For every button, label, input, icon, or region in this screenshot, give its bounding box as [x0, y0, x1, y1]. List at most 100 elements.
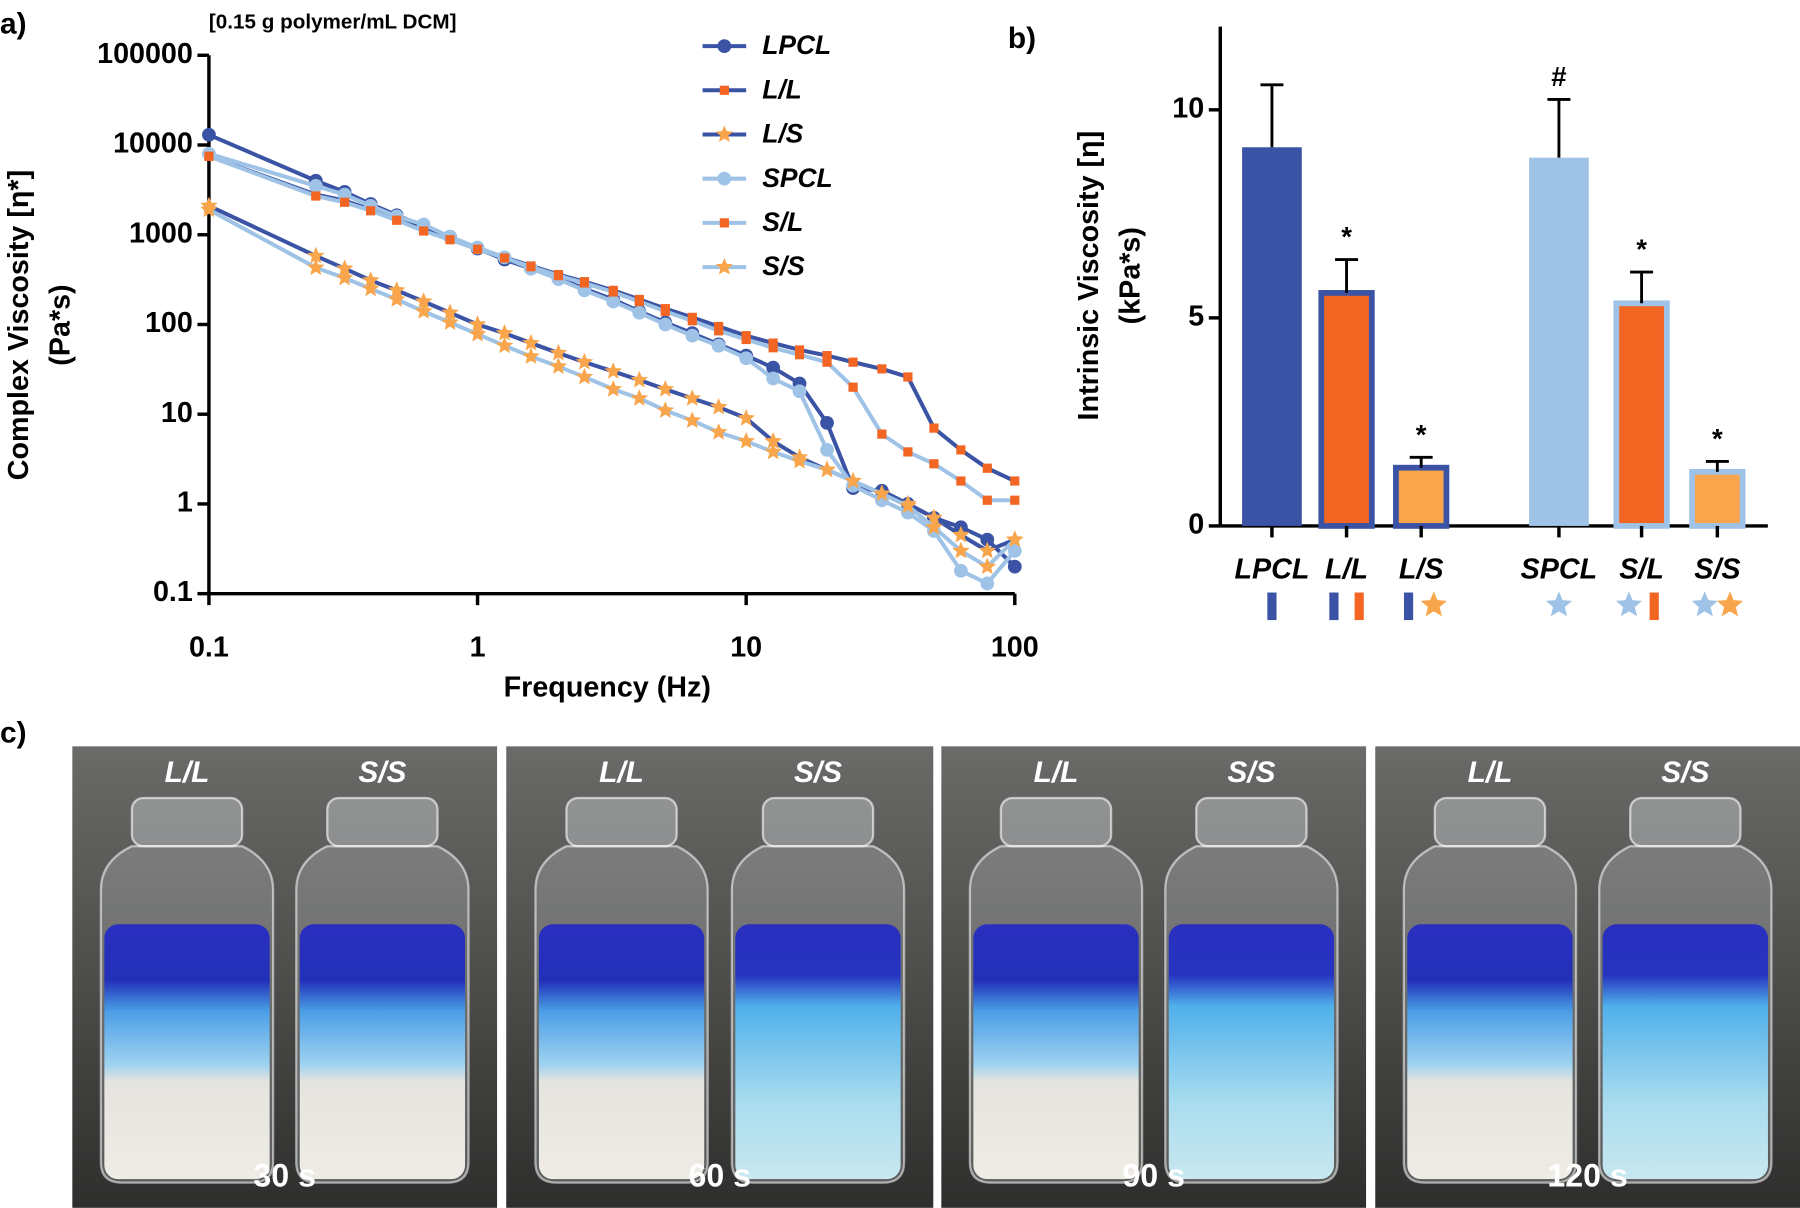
marker — [956, 445, 966, 455]
bar — [1689, 468, 1746, 529]
marker — [388, 281, 406, 298]
marker — [604, 362, 622, 379]
marker — [982, 495, 992, 505]
series-line — [207, 207, 1017, 570]
category-icon — [1420, 591, 1447, 617]
marker — [792, 384, 807, 399]
marker — [873, 484, 891, 502]
panel-label: a) — [0, 7, 27, 40]
marker — [1006, 530, 1024, 548]
legend-label: LPCL — [762, 30, 831, 60]
marker — [1010, 495, 1020, 505]
y-tick-label: 10 — [1172, 92, 1204, 124]
marker — [844, 471, 862, 489]
series-line — [208, 151, 1017, 586]
marker — [899, 496, 917, 514]
photo-time: 120 s — [1547, 1157, 1627, 1193]
marker — [766, 360, 781, 375]
vial-contents — [735, 924, 901, 1180]
vial-contents — [1168, 924, 1335, 1180]
y-tick-label: 10000 — [113, 128, 193, 160]
marker — [604, 380, 622, 397]
marker — [200, 200, 218, 218]
marker — [978, 541, 997, 559]
marker — [709, 397, 728, 415]
marker — [820, 416, 834, 430]
bar — [1529, 157, 1589, 526]
y-tick-label: 0 — [1188, 509, 1204, 541]
category-icon — [1403, 592, 1414, 621]
x-tick-label: L/S — [1399, 553, 1444, 585]
marker — [978, 557, 997, 575]
category-icon — [1545, 591, 1573, 617]
marker — [549, 343, 568, 361]
significance: * — [1341, 221, 1352, 252]
marker — [1007, 543, 1022, 558]
marker — [335, 268, 354, 286]
photo-time: 60 s — [689, 1157, 752, 1193]
vial-contents — [538, 924, 705, 1180]
marker — [768, 343, 778, 353]
marker — [307, 258, 325, 276]
y-tick-label: 100 — [145, 307, 193, 339]
legend-marker — [715, 257, 734, 275]
error-bar — [1335, 258, 1359, 293]
panel-label: b) — [1008, 22, 1036, 55]
y-tick-label: 1 — [177, 487, 193, 519]
marker — [766, 371, 781, 386]
marker — [634, 296, 644, 307]
marker — [956, 476, 966, 486]
legend-marker — [717, 39, 732, 53]
error-bar — [1260, 83, 1284, 148]
marker — [764, 442, 782, 460]
vial-contents — [1407, 924, 1573, 1180]
y-axis-label: Complex Viscosity [η*] — [3, 170, 35, 480]
vial-neck — [1195, 796, 1308, 848]
marker — [414, 302, 433, 319]
legend-marker — [717, 171, 732, 186]
photo-label: L/L — [599, 756, 644, 789]
marker — [468, 315, 487, 332]
marker — [361, 279, 380, 297]
y-tick-label: 1000 — [129, 217, 193, 249]
marker — [495, 324, 514, 341]
y-axis-label: Intrinsic Viscosity [η] — [1073, 131, 1105, 421]
marker — [335, 259, 354, 277]
legend-label: SPCL — [762, 163, 832, 193]
marker — [741, 334, 751, 345]
marker — [549, 357, 568, 374]
marker — [848, 357, 858, 367]
vial-neck — [565, 796, 678, 848]
marker — [768, 338, 778, 348]
vial-neck — [326, 796, 439, 848]
x-tick-label: 10 — [730, 631, 762, 663]
legend-label: L/L — [762, 74, 802, 104]
photo-label: S/S — [794, 756, 842, 789]
y-tick-label: 5 — [1188, 300, 1204, 332]
x-tick-label: SPCL — [1521, 553, 1598, 585]
marker — [495, 336, 514, 354]
vial-contents — [973, 924, 1139, 1180]
category-icon — [1354, 592, 1364, 621]
photo-label: L/L — [1034, 756, 1079, 789]
photo-time: 30 s — [253, 1157, 316, 1193]
marker — [929, 423, 939, 433]
y-axis-label: (kPa*s) — [1114, 227, 1146, 324]
marker — [794, 350, 805, 360]
marker — [361, 271, 380, 288]
photo-label: S/S — [1661, 756, 1709, 789]
marker — [202, 127, 216, 142]
marker — [419, 226, 429, 236]
vial-neck — [761, 796, 875, 848]
marker — [414, 292, 433, 309]
y-tick-label: 0.1 — [153, 576, 193, 608]
marker — [366, 206, 376, 216]
category-icon — [1615, 591, 1643, 617]
vial-neck — [1433, 796, 1547, 848]
x-tick-label: 100 — [991, 631, 1039, 663]
photo-label: S/S — [1227, 756, 1275, 789]
bar — [1393, 464, 1450, 529]
marker — [630, 370, 649, 388]
x-tick-label: LPCL — [1234, 553, 1309, 585]
x-tick-label: S/S — [1694, 553, 1740, 585]
